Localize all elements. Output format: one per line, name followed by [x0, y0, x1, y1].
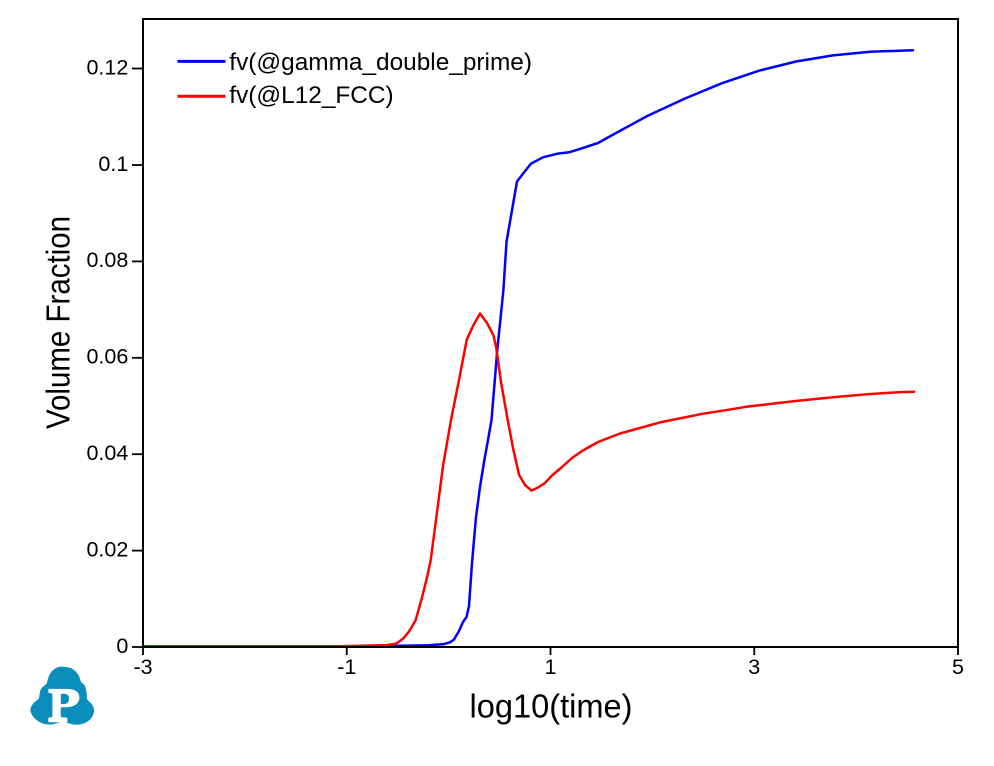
- svg-text:0.04: 0.04: [86, 441, 128, 465]
- svg-text:fv(@gamma_double_prime): fv(@gamma_double_prime): [229, 49, 532, 76]
- svg-text:3: 3: [748, 655, 760, 679]
- svg-text:0.1: 0.1: [98, 152, 128, 176]
- svg-text:Volume Fraction: Volume Fraction: [40, 216, 77, 429]
- svg-text:0.12: 0.12: [86, 55, 128, 79]
- svg-text:1: 1: [545, 655, 557, 679]
- svg-text:0.02: 0.02: [86, 537, 128, 561]
- svg-text:fv(@L12_FCC): fv(@L12_FCC): [229, 82, 393, 109]
- svg-text:log10(time): log10(time): [470, 688, 633, 725]
- svg-text:0.08: 0.08: [86, 248, 128, 272]
- svg-text:0: 0: [116, 634, 128, 658]
- svg-text:0.06: 0.06: [86, 345, 128, 369]
- svg-text:5: 5: [952, 655, 964, 679]
- svg-text:-1: -1: [337, 655, 356, 679]
- svg-text:-3: -3: [133, 655, 152, 679]
